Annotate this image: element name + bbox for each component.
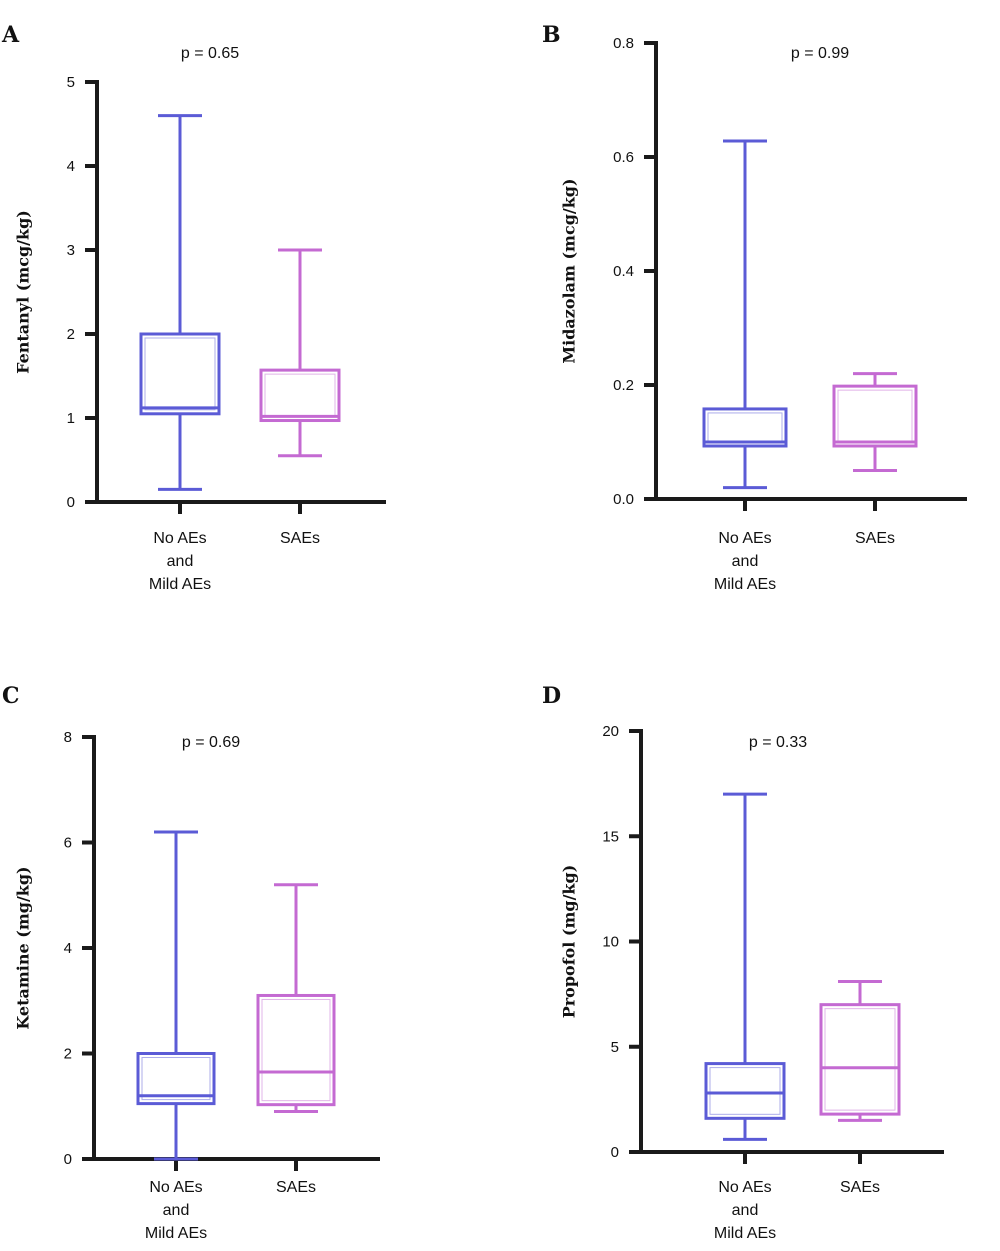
y-tick-label: 0.0 [613,491,634,508]
y-tick-label: 4 [64,940,72,957]
y-tick-label: 20 [602,723,619,740]
y-tick-label: 3 [67,242,75,259]
y-tick-label: 0.8 [613,35,634,52]
panel-letter: A [1,22,20,48]
y-tick-label: 0 [611,1144,619,1161]
box-iqr [832,384,918,448]
y-tick-label: 1 [67,410,75,427]
y-tick-label: 5 [67,74,75,91]
x-category-label: SAEs [840,1179,880,1196]
y-axis-label: Propofol (mg/kg) [560,865,579,1019]
x-category-label: Mild AEs [149,576,211,593]
box-iqr [259,368,341,423]
y-tick-label: 0 [67,494,75,511]
box-iqr [704,1062,786,1120]
y-tick-label: 2 [67,326,75,343]
box-iqr [819,1003,901,1116]
y-tick-label: 4 [67,158,75,175]
x-category-label: No AEs [718,530,771,547]
chart-panel-a: Ap = 0.65 Fentanyl (mcg/kg) 0 1 2 3 4 5 No AEs an… [1,22,386,593]
x-category-label: Mild AEs [714,576,776,593]
p-value-label: p = 0.65 [181,45,239,62]
box-iqr [702,407,788,448]
x-category-label: SAEs [855,530,895,547]
y-tick-label: 6 [64,835,72,852]
box-iqr [256,993,336,1107]
y-axis-label: Ketamine (mg/kg) [14,866,33,1029]
y-tick-label: 0.4 [613,263,634,280]
y-tick-label: 5 [611,1039,619,1056]
p-value-label: p = 0.33 [749,734,807,751]
box-iqr-inner [824,1008,896,1111]
x-category-label: and [732,553,759,570]
y-tick-label: 2 [64,1046,72,1063]
y-tick-label: 0.6 [613,149,634,166]
box-iqr-inner [261,998,331,1102]
panel-letter: B [542,22,561,48]
x-category-label: No AEs [153,530,206,547]
box-iqr-inner [837,389,913,443]
x-category-label: and [163,1202,190,1219]
box-iqr-inner [144,337,216,411]
y-axis-label: Fentanyl (mcg/kg) [14,210,33,374]
panel-letter: D [542,683,561,709]
box-iqr-inner [709,1067,781,1115]
y-tick-label: 15 [602,828,619,845]
x-category-label: Mild AEs [145,1225,207,1242]
box-iqr-inner [707,412,783,443]
box-iqr [136,1052,216,1106]
chart-panel-c: Cp = 0.69 Ketamine (mg/kg) 0 2 4 6 8 No AEs and M… [2,683,380,1242]
panel-letter: C [2,683,20,709]
box-iqr [139,332,221,416]
p-value-label: p = 0.69 [182,734,240,751]
x-category-label: SAEs [276,1179,316,1196]
chart-panel-d: Dp = 0.33 Propofol (mg/kg) 0 5 10 15 20 No AEs a… [542,683,944,1242]
y-tick-label: 10 [602,934,619,951]
y-axis-label: Midazolam (mcg/kg) [560,178,579,363]
x-category-label: Mild AEs [714,1225,776,1242]
x-category-label: SAEs [280,530,320,547]
y-tick-label: 0.2 [613,377,634,394]
x-category-label: and [732,1202,759,1219]
y-tick-label: 0 [64,1151,72,1168]
x-category-label: No AEs [149,1179,202,1196]
box-iqr-inner [141,1057,211,1101]
y-tick-label: 8 [64,729,72,746]
p-value-label: p = 0.99 [791,45,849,62]
box-iqr-inner [264,373,336,418]
x-category-label: and [167,553,194,570]
x-category-label: No AEs [718,1179,771,1196]
chart-panel-b: Bp = 0.99 Midazolam (mcg/kg) 0.0 0.2 0.4 0.6 0… [542,22,967,593]
